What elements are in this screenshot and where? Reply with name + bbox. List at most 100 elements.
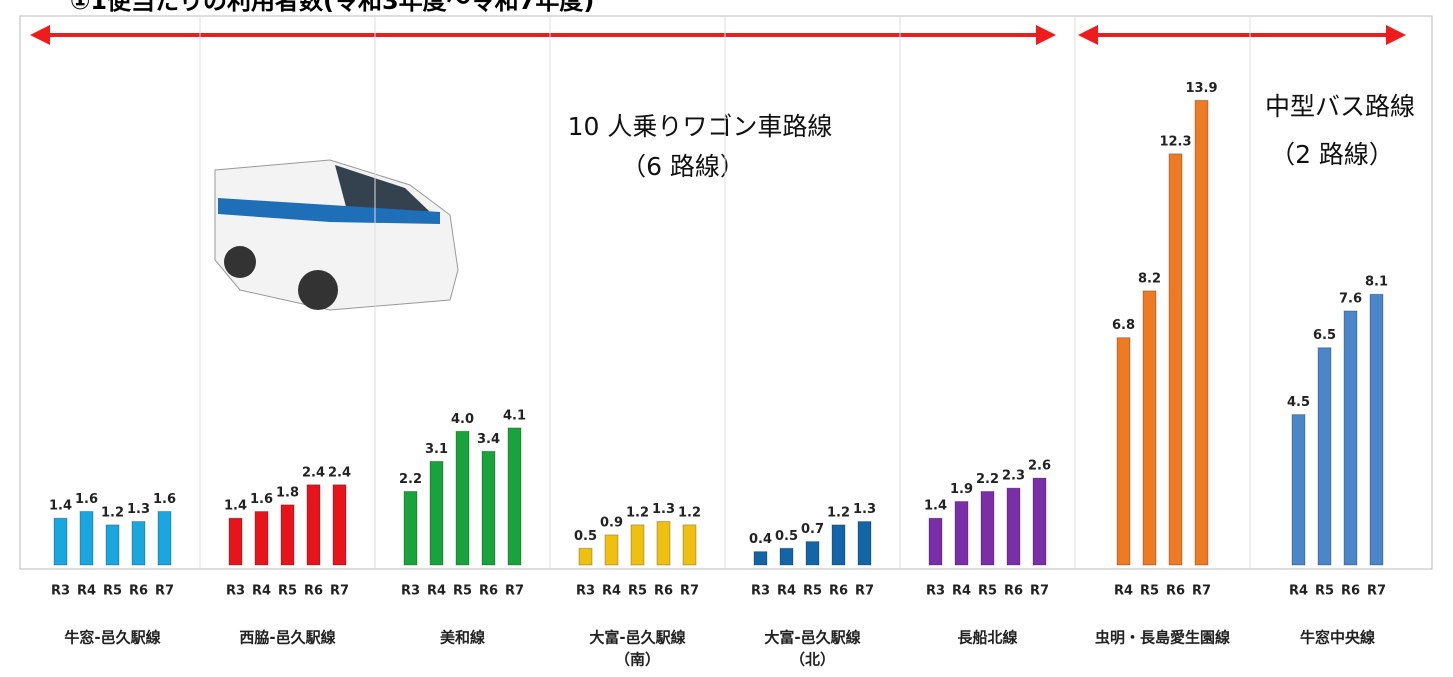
- bar: [1117, 338, 1130, 565]
- x-tick-label: R5: [103, 584, 122, 599]
- x-tick-label: R5: [278, 584, 297, 599]
- value-label: 1.3: [652, 502, 675, 517]
- x-tick-label: R6: [1341, 584, 1360, 599]
- bar: [281, 505, 294, 565]
- value-label: 1.3: [127, 502, 150, 517]
- group-label: （北）: [790, 651, 835, 669]
- value-label: 1.6: [75, 492, 98, 507]
- x-tick-label: R4: [1289, 584, 1308, 599]
- bar: [605, 535, 618, 565]
- bar: [858, 522, 871, 565]
- value-label: 1.2: [101, 505, 124, 520]
- group-label: 大富-邑久駅線: [764, 629, 860, 647]
- x-tick-label: R5: [978, 584, 997, 599]
- value-label: 2.3: [1002, 469, 1025, 484]
- bar: [80, 512, 93, 565]
- x-tick-label: R6: [129, 584, 148, 599]
- x-tick-label: R4: [1114, 584, 1133, 599]
- bar: [657, 522, 670, 565]
- bar: [1195, 100, 1208, 565]
- group-label: 美和線: [440, 629, 485, 647]
- plot-frame: [20, 16, 1432, 569]
- x-tick-label: R3: [751, 584, 770, 599]
- bar: [482, 451, 495, 565]
- bar: [333, 485, 346, 565]
- group-label: 長船北線: [957, 629, 1017, 647]
- x-tick-label: R6: [829, 584, 848, 599]
- value-label: 1.2: [827, 505, 850, 520]
- bar: [404, 491, 417, 565]
- value-label: 6.8: [1112, 318, 1135, 333]
- x-tick-label: R4: [952, 584, 971, 599]
- bar: [929, 518, 942, 565]
- x-tick-label: R6: [1004, 584, 1023, 599]
- value-label: 0.5: [574, 529, 597, 544]
- x-tick-label: R5: [803, 584, 822, 599]
- annotation: 中型バス路線: [1265, 92, 1415, 121]
- x-tick-label: R4: [252, 584, 271, 599]
- bar: [579, 548, 592, 565]
- bar: [806, 542, 819, 565]
- bar: [430, 461, 443, 565]
- bar: [508, 428, 521, 565]
- bar: [1007, 488, 1020, 565]
- x-tick-label: R7: [680, 584, 699, 599]
- value-label: 4.1: [503, 408, 526, 423]
- bar: [456, 431, 469, 565]
- value-label: 8.2: [1138, 271, 1161, 286]
- value-label: 1.9: [950, 482, 973, 497]
- chart: ①1便当たりの利用者数(令和3年度～令和7年度) 10 人乗りワゴン車路線 （6…: [0, 0, 1453, 677]
- group-label: 大富-邑久駅線: [589, 629, 685, 647]
- bar: [1033, 478, 1046, 565]
- x-tick-label: R5: [453, 584, 472, 599]
- annotation: 10 人乗りワゴン車路線: [568, 112, 833, 141]
- bar: [54, 518, 67, 565]
- chart-title: ①1便当たりの利用者数(令和3年度～令和7年度): [70, 0, 594, 15]
- value-label: 1.3: [853, 502, 876, 517]
- x-tick-label: R7: [855, 584, 874, 599]
- value-label: 1.6: [153, 492, 176, 507]
- group-label: （南）: [615, 651, 660, 669]
- bar: [832, 525, 845, 565]
- bar: [1318, 348, 1331, 565]
- bar: [307, 485, 320, 565]
- value-label: 8.1: [1365, 275, 1388, 290]
- value-label: 3.1: [425, 442, 448, 457]
- x-tick-label: R6: [1166, 584, 1185, 599]
- value-label: 4.0: [451, 412, 474, 427]
- group-label: 牛窓-邑久駅線: [64, 629, 160, 647]
- x-tick-label: R3: [401, 584, 420, 599]
- value-label: 0.5: [775, 529, 798, 544]
- x-tick-label: R5: [628, 584, 647, 599]
- bar: [1370, 294, 1383, 565]
- bar: [1169, 154, 1182, 565]
- bar: [1292, 415, 1305, 565]
- bar: [683, 525, 696, 565]
- group-label: 虫明・長島愛生園線: [1095, 629, 1230, 647]
- value-label: 1.2: [678, 505, 701, 520]
- value-label: 2.4: [328, 465, 351, 480]
- value-label: 2.4: [302, 465, 325, 480]
- value-label: 1.4: [49, 499, 72, 514]
- value-label: 13.9: [1185, 81, 1217, 96]
- value-label: 0.7: [801, 522, 824, 537]
- x-tick-label: R4: [77, 584, 96, 599]
- x-tick-label: R7: [155, 584, 174, 599]
- value-label: 1.4: [924, 499, 947, 514]
- bar: [631, 525, 644, 565]
- value-label: 12.3: [1159, 134, 1191, 149]
- x-tick-label: R4: [777, 584, 796, 599]
- bar: [106, 525, 119, 565]
- x-tick-label: R3: [926, 584, 945, 599]
- value-label: 0.4: [749, 532, 772, 547]
- value-label: 2.2: [399, 472, 422, 487]
- bar: [132, 522, 145, 565]
- value-label: 1.6: [250, 492, 273, 507]
- value-label: 6.5: [1313, 328, 1336, 343]
- bar: [1344, 311, 1357, 565]
- bar: [1143, 291, 1156, 565]
- x-tick-label: R6: [304, 584, 323, 599]
- bar: [955, 501, 968, 565]
- x-tick-label: R6: [654, 584, 673, 599]
- x-tick-label: R7: [1192, 584, 1211, 599]
